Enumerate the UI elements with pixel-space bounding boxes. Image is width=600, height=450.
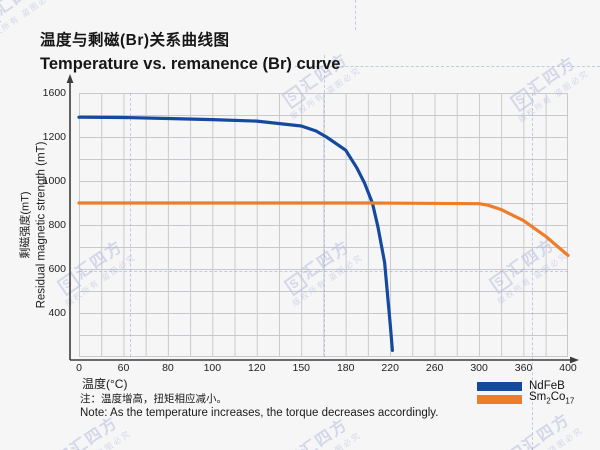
legend-item-ndfeb: NdFeB [477, 380, 574, 392]
dashed-guide-line [295, 66, 600, 67]
x-tick-label: 80 [162, 362, 174, 374]
y-axis-arrow-icon [66, 74, 74, 83]
legend-swatch-ndfeb [477, 381, 522, 391]
huisifang-logo-icon: S [503, 444, 528, 450]
dashed-guide-line [355, 0, 356, 30]
x-tick-label: 120 [248, 362, 266, 374]
chart-title-zh: 温度与剩磁(Br)关系曲线图 [40, 32, 230, 49]
legend-swatch-sm2co17 [477, 394, 522, 404]
x-tick-label: 260 [425, 362, 444, 374]
legend: NdFeB Sm2Co17 [477, 380, 574, 406]
y-axis-title-zh: 剩磁强度(mT) [19, 191, 32, 259]
x-tick-label: 300 [470, 362, 488, 374]
x-tick-label: 180 [336, 362, 355, 374]
legend-item-sm2co17: Sm2Co17 [477, 390, 575, 406]
x-tick-label: 220 [381, 362, 399, 374]
title-block: 温度与剩磁(Br)关系曲线图 Temperature vs. remanence… [40, 28, 341, 74]
x-axis-title: 温度(°C) [82, 377, 128, 391]
chart-title-en: Temperature vs. remanence (Br) curve [40, 55, 341, 73]
ndfeb-curve [77, 115, 394, 352]
y-tick-label: 1000 [42, 175, 66, 187]
note-en: Note: As the temperature increases, the … [80, 407, 439, 419]
note-zh: 注：温度增高，扭矩相应减小。 [80, 393, 227, 405]
y-tick-label: 1600 [42, 87, 66, 99]
x-tick-label: 0 [76, 362, 82, 374]
legend-label-ndfeb: NdFeB [529, 379, 565, 392]
sm2co17-curve [77, 201, 570, 257]
y-tick-label: 600 [48, 263, 66, 275]
x-tick-label: 400 [559, 362, 577, 374]
x-tick-label: 100 [203, 362, 222, 374]
y-tick-label: 800 [48, 219, 66, 231]
y-axis-title-en: Residual magnetic strength (mT) [35, 141, 48, 309]
x-tick-label: 60 [117, 362, 130, 374]
plot-area [79, 93, 568, 357]
x-tick-label: 360 [514, 362, 533, 374]
axes [66, 74, 579, 364]
curves [77, 115, 570, 352]
x-tick-label: 150 [292, 362, 311, 374]
huisifang-logo-icon: S [0, 7, 1, 33]
y-tick-label: 1200 [42, 131, 66, 143]
y-tick-label: 400 [48, 307, 66, 319]
x-axis-arrow-icon [570, 356, 579, 364]
legend-label-sm2co17: Sm2Co17 [529, 390, 575, 406]
note-block: 注：温度增高，扭矩相应减小。 Note: As the temperature … [80, 392, 438, 421]
